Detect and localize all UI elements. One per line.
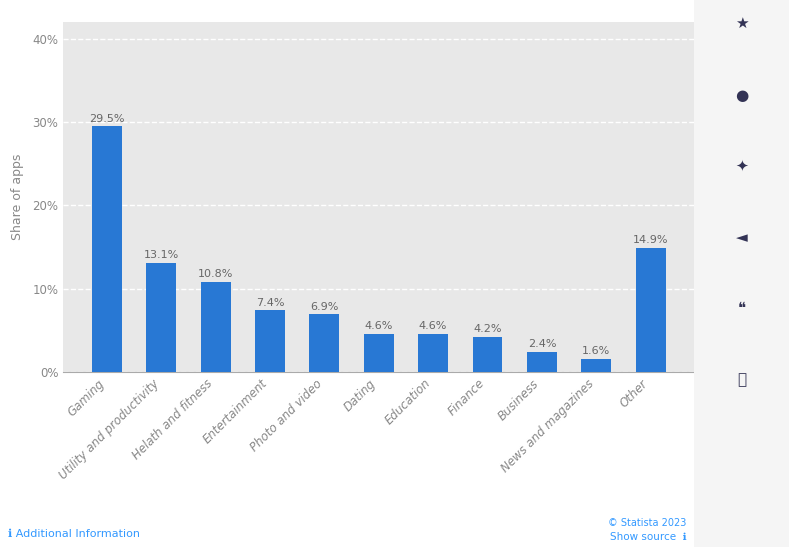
Text: 10.8%: 10.8% <box>198 270 234 280</box>
Text: 14.9%: 14.9% <box>633 235 668 245</box>
Bar <box>200 282 230 372</box>
Bar <box>636 248 666 372</box>
Text: 13.1%: 13.1% <box>144 251 179 260</box>
Bar <box>146 263 176 372</box>
Bar <box>364 334 394 372</box>
Text: 6.9%: 6.9% <box>310 302 338 312</box>
Text: 4.2%: 4.2% <box>473 324 502 334</box>
Text: 2.4%: 2.4% <box>528 340 556 350</box>
Text: ❝: ❝ <box>738 301 746 316</box>
Bar <box>418 334 448 372</box>
Text: ⬛: ⬛ <box>737 372 746 387</box>
Text: 29.5%: 29.5% <box>89 114 125 124</box>
Bar <box>527 352 557 372</box>
Text: ℹ Additional Information: ℹ Additional Information <box>8 529 140 539</box>
Text: 7.4%: 7.4% <box>256 298 284 308</box>
Text: ✦: ✦ <box>735 159 748 173</box>
Bar <box>473 337 503 372</box>
Text: © Statista 2023: © Statista 2023 <box>608 518 686 528</box>
Bar <box>255 310 285 372</box>
Text: Show source  ℹ: Show source ℹ <box>610 532 686 542</box>
Text: 4.6%: 4.6% <box>419 321 447 331</box>
Bar <box>92 126 122 372</box>
Text: ◄: ◄ <box>736 230 747 245</box>
Y-axis label: Share of apps: Share of apps <box>11 154 24 240</box>
Text: 1.6%: 1.6% <box>582 346 611 356</box>
Text: 4.6%: 4.6% <box>365 321 393 331</box>
Bar <box>309 315 339 372</box>
Bar <box>581 359 611 372</box>
Text: ★: ★ <box>735 16 749 31</box>
Text: ●: ● <box>735 88 748 102</box>
